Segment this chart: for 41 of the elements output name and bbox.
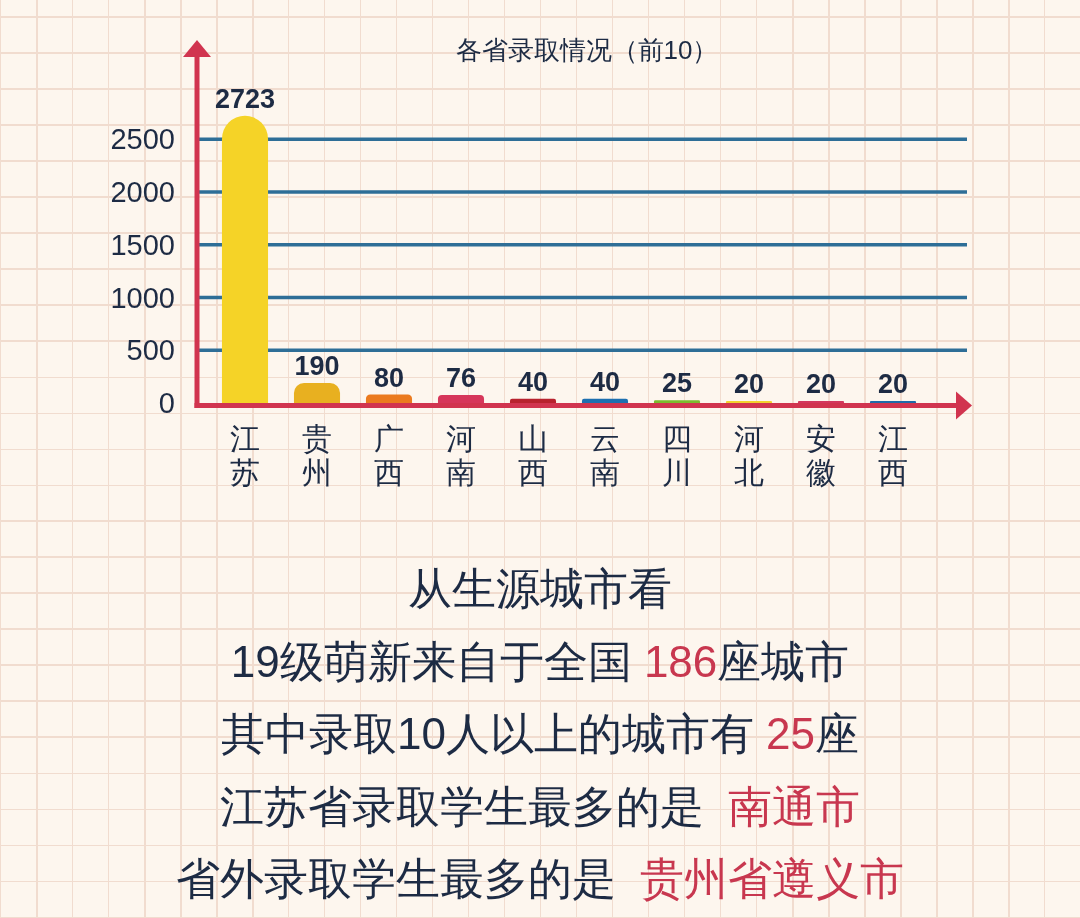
text: 江苏省录取学生最多的是 南通市 xyxy=(219,781,861,830)
y-tick-label: 1000 xyxy=(110,281,175,314)
data-label: 80 xyxy=(373,362,405,393)
y-tick-label: 2500 xyxy=(110,123,175,156)
bar xyxy=(221,115,269,403)
x-tick-label: 江苏 xyxy=(230,421,260,489)
bar xyxy=(509,398,557,403)
bar xyxy=(293,382,341,403)
x-tick-label: 河南 xyxy=(446,421,476,489)
text: 省外录取学生最多的是 贵州省遵义市 xyxy=(175,853,905,903)
bar xyxy=(653,400,701,403)
x-tick-label: 安徽 xyxy=(806,421,836,489)
data-label: 20 xyxy=(877,368,909,399)
y-tick-label: 500 xyxy=(126,334,175,367)
bar xyxy=(797,400,845,403)
y-tick-label: 1500 xyxy=(110,228,175,261)
y-tick-label: 2000 xyxy=(110,176,175,209)
data-label: 2723 xyxy=(214,83,276,114)
text: 从生源城市看 xyxy=(408,563,672,613)
data-label: 20 xyxy=(733,368,765,399)
bar xyxy=(365,394,413,403)
x-tick-label: 山西 xyxy=(518,421,548,489)
x-tick-label: 广西 xyxy=(374,421,404,489)
bar xyxy=(581,398,629,403)
x-tick-label: 云南 xyxy=(590,421,620,489)
x-tick-label: 四川 xyxy=(662,421,692,489)
bar xyxy=(869,400,917,403)
data-label: 76 xyxy=(445,362,477,393)
data-label: 190 xyxy=(294,350,340,381)
data-label: 40 xyxy=(517,366,549,397)
data-label: 25 xyxy=(661,368,693,399)
x-tick-label: 江西 xyxy=(878,421,908,489)
x-tick-label: 贵州 xyxy=(302,421,332,489)
data-label: 20 xyxy=(805,368,837,399)
text: 其中录取10人以上的城市有 25座 xyxy=(220,708,860,758)
data-label: 40 xyxy=(589,366,621,397)
y-tick-label: 0 xyxy=(158,387,175,419)
text: 19级萌新来自于全国 186座城市 xyxy=(230,636,850,685)
x-tick-label: 河北 xyxy=(734,421,764,489)
chart-title: 各省录取情况（前10） xyxy=(455,35,719,65)
bar xyxy=(725,400,773,403)
